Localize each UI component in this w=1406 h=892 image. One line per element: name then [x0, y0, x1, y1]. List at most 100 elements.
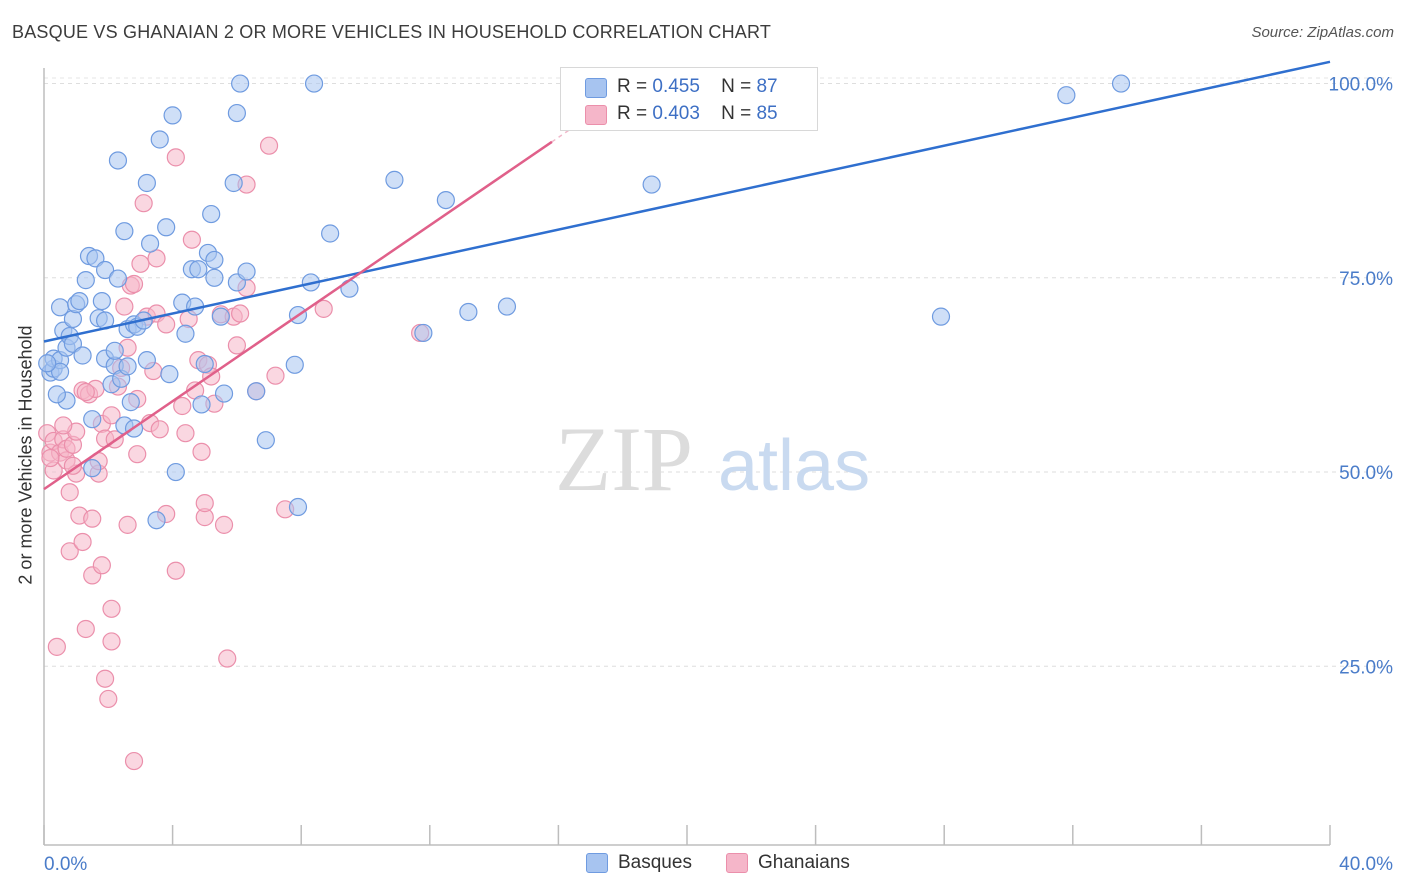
basques-point[interactable] [227, 103, 246, 123]
basques-point[interactable] [1057, 86, 1076, 105]
basques-point[interactable] [105, 341, 124, 360]
basques-point[interactable] [63, 309, 83, 329]
ghanaians-point[interactable] [102, 632, 121, 651]
ghanaians-point[interactable] [83, 509, 102, 528]
ghanaians-point[interactable] [124, 274, 144, 294]
basques-point[interactable] [205, 268, 224, 287]
basques-point[interactable] [211, 307, 230, 326]
basques-point[interactable] [1111, 74, 1131, 93]
basques-point[interactable] [497, 297, 517, 316]
ghanaians-point[interactable] [166, 561, 185, 580]
basques-point[interactable] [166, 462, 185, 482]
basques-point[interactable] [140, 234, 160, 253]
basques-point[interactable] [436, 190, 455, 210]
basques-point[interactable] [160, 365, 179, 384]
basques-point[interactable] [214, 384, 234, 403]
ghanaians-point[interactable] [76, 382, 95, 402]
basques-point[interactable] [157, 218, 176, 237]
ghanaians-point[interactable] [166, 148, 185, 167]
basques-point[interactable] [83, 410, 102, 429]
ghanaians-point[interactable] [47, 637, 66, 656]
ghanaians-point[interactable] [60, 542, 79, 561]
basques-point[interactable] [47, 385, 66, 404]
ghanaians-point[interactable] [231, 304, 250, 323]
basques-point[interactable] [340, 279, 359, 298]
ghanaians-point[interactable] [124, 751, 144, 771]
ghanaians-point[interactable] [192, 442, 211, 461]
basques-point[interactable] [321, 224, 340, 243]
ghanaians-point[interactable] [173, 396, 192, 416]
ghanaians-point[interactable] [41, 448, 60, 468]
basques-point[interactable] [304, 74, 324, 93]
basques-point[interactable] [108, 151, 128, 170]
basques-point[interactable] [108, 269, 128, 288]
basques-point[interactable] [92, 292, 111, 311]
basques-point[interactable] [137, 351, 156, 370]
ghanaians-point[interactable] [60, 483, 79, 502]
basques-point[interactable] [247, 382, 266, 401]
basques-point[interactable] [231, 74, 250, 93]
ghanaians-point[interactable] [131, 254, 150, 273]
ghanaians-point[interactable] [259, 136, 279, 155]
ghanaians-point[interactable] [314, 299, 333, 318]
basques-point[interactable] [95, 260, 115, 280]
basques-point[interactable] [414, 323, 433, 343]
ghanaians-point[interactable] [182, 230, 201, 249]
basques-point[interactable] [150, 130, 169, 149]
basques-point[interactable] [205, 250, 224, 270]
chart-title: BASQUE VS GHANAIAN 2 OR MORE VEHICLES IN… [12, 22, 772, 42]
basques-point[interactable] [76, 271, 95, 290]
ghanaians-point[interactable] [102, 599, 121, 618]
ghanaians-point[interactable] [95, 669, 115, 688]
basques-point[interactable] [256, 431, 275, 450]
ghanaians-point[interactable] [63, 456, 83, 475]
ghanaians-point[interactable] [115, 297, 134, 316]
basques-point[interactable] [385, 170, 404, 189]
ghanaians-point[interactable] [99, 689, 118, 709]
ghanaians-point[interactable] [134, 194, 153, 213]
basques-point[interactable] [50, 362, 70, 381]
basques-point[interactable] [38, 354, 57, 373]
ghanaians-point[interactable] [128, 445, 147, 464]
basques-point[interactable] [192, 395, 211, 414]
ghanaians-point[interactable] [102, 406, 121, 425]
ghanaians-point[interactable] [76, 619, 95, 639]
basques-point[interactable] [288, 497, 308, 517]
ghanaians-n-value: 85 [756, 103, 778, 124]
gridlines [44, 77, 1392, 667]
ghanaians-point[interactable] [214, 515, 234, 534]
source-label: Source: ZipAtlas.com [1251, 24, 1394, 41]
basques-point[interactable] [121, 393, 140, 412]
ghanaians-point[interactable] [266, 366, 285, 385]
basques-point[interactable] [285, 355, 304, 374]
basques-point[interactable] [163, 106, 182, 125]
ghanaians-point[interactable] [176, 424, 195, 443]
ghanaians-point[interactable] [218, 649, 237, 668]
ghanaians-point[interactable] [118, 515, 137, 534]
basques-point[interactable] [70, 292, 89, 311]
ghanaians-point[interactable] [150, 420, 169, 439]
ghanaians-point[interactable] [54, 416, 73, 435]
watermark-atlas: atlas [718, 426, 870, 506]
basques-point[interactable] [176, 324, 195, 343]
basques-point[interactable] [189, 260, 208, 279]
basques-point[interactable] [459, 302, 478, 322]
basques-point[interactable] [224, 173, 243, 193]
basques-point[interactable] [195, 354, 214, 374]
ghanaians-point[interactable] [73, 532, 92, 552]
ghanaians-point[interactable] [92, 556, 111, 575]
basques-point[interactable] [137, 173, 156, 193]
basques-point[interactable] [115, 222, 134, 241]
ghanaians-point[interactable] [157, 315, 176, 334]
ghanaians-point[interactable] [195, 494, 214, 513]
basques-point[interactable] [237, 262, 256, 281]
basques-point[interactable] [931, 307, 951, 326]
basques-point[interactable] [73, 346, 92, 365]
basques-point[interactable] [202, 204, 221, 224]
basques-point[interactable] [86, 249, 105, 268]
basques-point[interactable] [83, 459, 102, 478]
basques-point[interactable] [642, 175, 661, 194]
basques-point[interactable] [147, 511, 166, 530]
ghanaians-point[interactable] [227, 336, 246, 355]
basques-point[interactable] [118, 357, 137, 376]
